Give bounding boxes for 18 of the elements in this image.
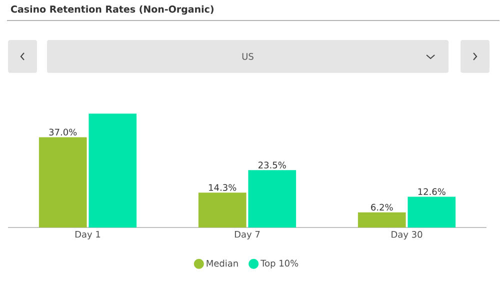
x-tick-label: Day 30 — [392, 231, 422, 240]
x-tick-label: Day 7 — [234, 231, 260, 240]
x-tick-label: Day 1 — [75, 231, 100, 240]
chart-title: Casino Retention Rates (Non-Organic) — [11, 6, 214, 15]
bar — [358, 212, 406, 228]
data-label: 6.2% — [371, 204, 393, 211]
chart-subtitle: US — [242, 53, 254, 60]
bar — [408, 196, 456, 228]
bar — [198, 192, 246, 228]
legend-label: Median — [206, 260, 238, 267]
legend-label: Top 10% — [260, 260, 298, 268]
data-label: 14.3% — [209, 184, 236, 192]
data-label: 23.5% — [258, 162, 286, 169]
data-label: 12.6% — [418, 188, 446, 196]
bar — [38, 137, 87, 228]
data-label: 37.0% — [49, 128, 77, 136]
bar — [88, 114, 137, 228]
bar — [248, 170, 296, 228]
